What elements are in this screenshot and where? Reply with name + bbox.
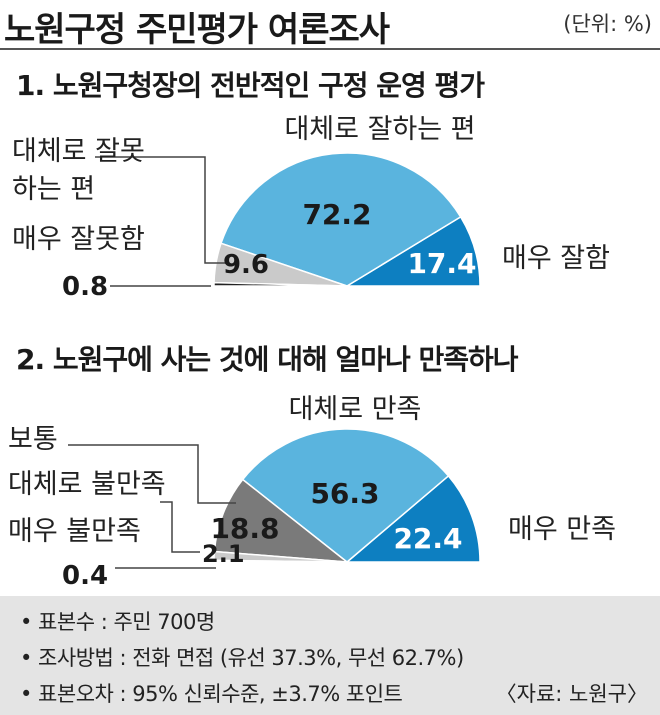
chart2-value-very-unsatisfied: 0.4 (62, 561, 108, 590)
chart1-slice-mostly-good (220, 152, 462, 287)
note-method: • 조사방법 : 전화 면접 (유선 37.3%, 무선 62.7%) (20, 646, 464, 670)
chart1-title: 1. 노원구청장의 전반적인 구정 운영 평가 (16, 69, 485, 102)
chart2-slice-mostly-satisfied (241, 428, 450, 563)
chart1-label-mostly-bad-line1: 대체로 잘못 (12, 136, 145, 167)
chart1-value-very-good: 17.4 (407, 247, 476, 280)
page-title: 노원구정 주민평가 여론조사 (4, 10, 390, 50)
chart2-title: 2. 노원구에 사는 것에 대해 얼마나 만족하나 (16, 343, 519, 376)
chart1-label-very-good: 매우 잘함 (502, 243, 610, 274)
unit-label: (단위: %) (563, 12, 652, 36)
chart2-value-very-satisfied: 22.4 (393, 522, 462, 555)
chart2-slice-very-satisfied (344, 474, 481, 563)
chart2-slice-very-unsatisfied (213, 559, 348, 563)
chart2-value-mostly-satisfied: 56.3 (310, 477, 379, 510)
chart2-label-very-unsatisfied: 매우 불만족 (8, 516, 141, 547)
source-label: 〈자료: 노원구〉 (495, 682, 648, 706)
chart1-label-mostly-bad-line2: 하는 편 (12, 174, 95, 205)
chart2-semicircle: 대체로 만족 보통 대체로 불만족 매우 불만족 매우 만족 56.3 22.4… (8, 394, 616, 590)
chart2-label-mostly-unsatisfied: 대체로 불만족 (8, 469, 166, 500)
chart1-slice-very-bad (213, 281, 348, 287)
chart2-label-mostly-satisfied: 대체로 만족 (289, 394, 422, 425)
chart2-slice-neutral (213, 478, 350, 563)
chart2-value-mostly-unsatisfied: 2.1 (202, 540, 245, 568)
chart1-value-mostly-bad: 9.6 (223, 250, 269, 280)
note-error: • 표본오차 : 95% 신뢰수준, ±3.7% 포인트 (20, 682, 403, 706)
chart2-value-neutral: 18.8 (210, 512, 279, 545)
note-sample-size: • 표본수 : 주민 700명 (20, 610, 215, 634)
chart1-label-mostly-good: 대체로 잘하는 편 (284, 114, 475, 145)
chart1-leader-mostly-bad (95, 156, 226, 264)
chart1-value-mostly-good: 72.2 (302, 198, 371, 231)
chart2-label-neutral: 보통 (8, 424, 58, 455)
chart2-label-very-satisfied: 매우 만족 (508, 514, 616, 545)
chart2-leader-mostly-unsatisfied (160, 501, 200, 553)
chart1-value-very-bad: 0.8 (62, 272, 108, 300)
title-divider (0, 48, 660, 50)
chart2-leader-neutral (68, 444, 236, 504)
chart1-semicircle: 대체로 잘하는 편 대체로 잘못 하는 편 매우 잘못함 매우 잘함 72.2 … (12, 114, 610, 300)
chart1-label-very-bad: 매우 잘못함 (12, 224, 145, 255)
notes-panel (0, 596, 660, 715)
